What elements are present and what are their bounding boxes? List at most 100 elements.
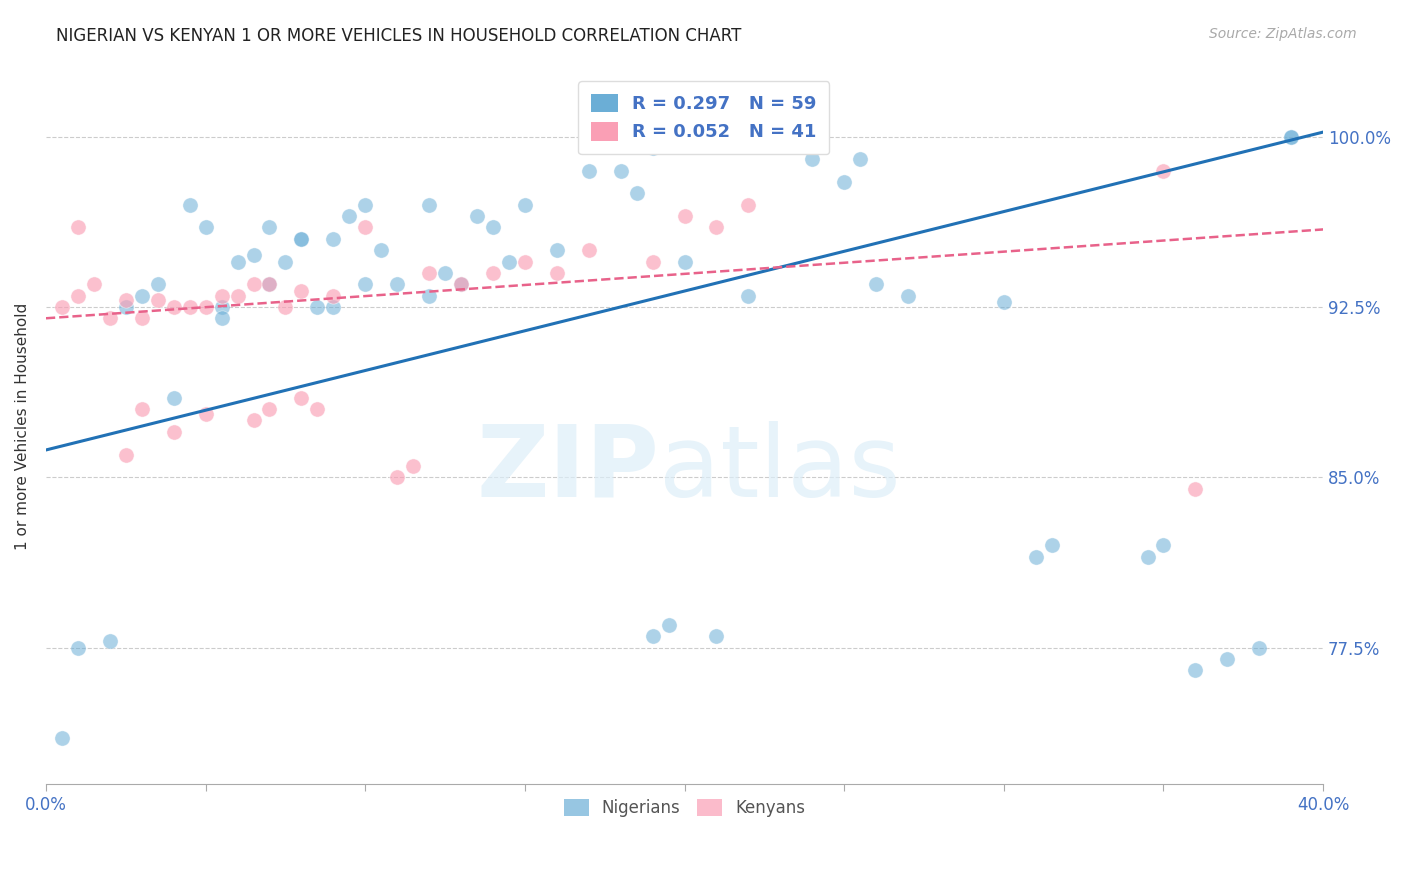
Point bbox=[465, 209, 488, 223]
Point bbox=[641, 254, 664, 268]
Point bbox=[418, 198, 440, 212]
Point bbox=[194, 220, 217, 235]
Point bbox=[513, 198, 536, 212]
Point bbox=[706, 220, 728, 235]
Point bbox=[242, 277, 264, 292]
Point bbox=[385, 277, 408, 292]
Point bbox=[801, 153, 824, 167]
Point bbox=[194, 300, 217, 314]
Point bbox=[114, 300, 136, 314]
Point bbox=[706, 629, 728, 643]
Text: atlas: atlas bbox=[659, 420, 901, 517]
Point bbox=[131, 288, 153, 302]
Point bbox=[546, 243, 568, 257]
Point bbox=[737, 198, 759, 212]
Point bbox=[98, 633, 121, 648]
Point bbox=[259, 402, 281, 417]
Point bbox=[259, 277, 281, 292]
Point bbox=[163, 391, 186, 405]
Point bbox=[354, 198, 377, 212]
Point bbox=[83, 277, 105, 292]
Text: ZIP: ZIP bbox=[477, 420, 659, 517]
Point bbox=[354, 220, 377, 235]
Point bbox=[578, 243, 600, 257]
Point bbox=[418, 288, 440, 302]
Point bbox=[641, 141, 664, 155]
Point bbox=[66, 220, 89, 235]
Point bbox=[290, 232, 312, 246]
Point bbox=[146, 277, 169, 292]
Point bbox=[337, 209, 360, 223]
Point bbox=[609, 163, 631, 178]
Point bbox=[290, 284, 312, 298]
Point bbox=[307, 402, 329, 417]
Point bbox=[242, 413, 264, 427]
Point bbox=[1153, 538, 1175, 552]
Point bbox=[993, 295, 1015, 310]
Point bbox=[179, 300, 201, 314]
Point bbox=[66, 640, 89, 655]
Text: NIGERIAN VS KENYAN 1 OR MORE VEHICLES IN HOUSEHOLD CORRELATION CHART: NIGERIAN VS KENYAN 1 OR MORE VEHICLES IN… bbox=[56, 27, 741, 45]
Point bbox=[658, 617, 681, 632]
Point bbox=[242, 248, 264, 262]
Point bbox=[1184, 663, 1206, 677]
Point bbox=[1153, 163, 1175, 178]
Point bbox=[1025, 549, 1047, 564]
Point bbox=[274, 254, 297, 268]
Point bbox=[641, 629, 664, 643]
Point bbox=[51, 300, 73, 314]
Point bbox=[98, 311, 121, 326]
Point bbox=[290, 391, 312, 405]
Point bbox=[354, 277, 377, 292]
Point bbox=[322, 232, 344, 246]
Point bbox=[307, 300, 329, 314]
Point bbox=[322, 300, 344, 314]
Point bbox=[1040, 538, 1063, 552]
Point bbox=[1279, 129, 1302, 144]
Point bbox=[865, 277, 887, 292]
Point bbox=[274, 300, 297, 314]
Point bbox=[179, 198, 201, 212]
Point bbox=[131, 311, 153, 326]
Point bbox=[211, 288, 233, 302]
Y-axis label: 1 or more Vehicles in Household: 1 or more Vehicles in Household bbox=[15, 302, 30, 549]
Point bbox=[626, 186, 648, 201]
Point bbox=[66, 288, 89, 302]
Point bbox=[546, 266, 568, 280]
Point bbox=[51, 731, 73, 746]
Point bbox=[163, 425, 186, 439]
Point bbox=[513, 254, 536, 268]
Point bbox=[832, 175, 855, 189]
Point bbox=[402, 458, 425, 473]
Point bbox=[131, 402, 153, 417]
Point bbox=[849, 153, 872, 167]
Text: Source: ZipAtlas.com: Source: ZipAtlas.com bbox=[1209, 27, 1357, 41]
Point bbox=[1279, 129, 1302, 144]
Point bbox=[450, 277, 472, 292]
Legend: Nigerians, Kenyans: Nigerians, Kenyans bbox=[555, 790, 814, 825]
Point bbox=[385, 470, 408, 484]
Point bbox=[322, 288, 344, 302]
Point bbox=[673, 209, 696, 223]
Point bbox=[1249, 640, 1271, 655]
Point bbox=[498, 254, 520, 268]
Point bbox=[897, 288, 920, 302]
Point bbox=[434, 266, 457, 280]
Point bbox=[114, 293, 136, 307]
Point bbox=[146, 293, 169, 307]
Point bbox=[450, 277, 472, 292]
Point bbox=[1136, 549, 1159, 564]
Point bbox=[482, 266, 505, 280]
Point bbox=[211, 300, 233, 314]
Point bbox=[482, 220, 505, 235]
Point bbox=[578, 163, 600, 178]
Point bbox=[211, 311, 233, 326]
Point bbox=[370, 243, 392, 257]
Point bbox=[194, 407, 217, 421]
Point bbox=[226, 254, 249, 268]
Point bbox=[226, 288, 249, 302]
Point bbox=[1216, 652, 1239, 666]
Point bbox=[290, 232, 312, 246]
Point bbox=[1184, 482, 1206, 496]
Point bbox=[737, 288, 759, 302]
